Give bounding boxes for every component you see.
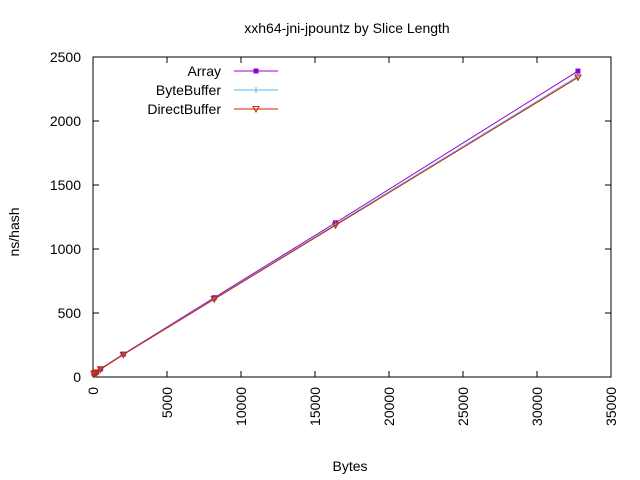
y-tick-label: 2000	[50, 113, 81, 129]
data-point	[210, 296, 219, 304]
legend-marker	[253, 87, 259, 93]
legend-marker	[253, 68, 259, 74]
legend-label: Array	[188, 63, 221, 79]
y-axis-label: ns/hash	[6, 207, 22, 256]
x-tick-label: 10000	[233, 387, 249, 426]
series-layer	[90, 68, 582, 378]
legend-label: DirectBuffer	[147, 101, 221, 117]
x-tick-label: 25000	[455, 387, 471, 426]
legend: Array ByteBuffer DirectBuffer	[147, 63, 278, 117]
data-point	[119, 351, 128, 359]
data-point	[574, 74, 582, 82]
x-tick-label: 5000	[159, 387, 175, 418]
x-tick-label: 35000	[603, 387, 619, 426]
x-tick-label: 20000	[381, 387, 397, 426]
plot-border	[92, 56, 612, 378]
chart-title: xxh64-jni-jpountz by Slice Length	[244, 20, 449, 36]
plot-frame	[92, 56, 612, 378]
legend-marker	[252, 106, 260, 114]
x-tick-label: 0	[85, 387, 101, 395]
data-point	[96, 366, 105, 374]
legend-item-directbuffer: DirectBuffer	[147, 101, 278, 117]
data-point	[575, 68, 581, 74]
data-point	[92, 369, 101, 377]
legend-label: ByteBuffer	[156, 82, 221, 98]
series-directbuffer	[90, 74, 582, 378]
data-point	[91, 370, 99, 378]
legend-item-bytebuffer: ByteBuffer	[156, 82, 278, 98]
x-tick-label: 30000	[529, 387, 545, 426]
y-tick-label: 0	[73, 369, 81, 385]
y-tick-label: 2500	[50, 49, 81, 65]
y-tick-label: 500	[58, 305, 82, 321]
y-tick-label: 1000	[50, 241, 81, 257]
legend-item-array: Array	[188, 63, 278, 79]
data-point	[331, 222, 340, 230]
y-tick-label: 1500	[50, 177, 81, 193]
x-axis-label: Bytes	[332, 458, 367, 474]
x-tick-label: 15000	[307, 387, 323, 426]
series-line	[93, 77, 579, 375]
